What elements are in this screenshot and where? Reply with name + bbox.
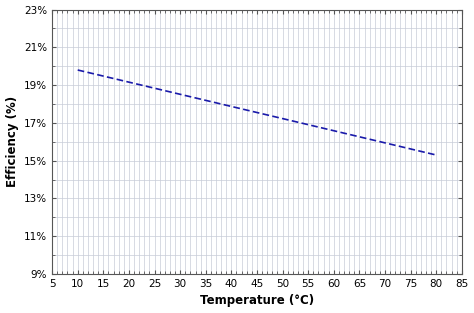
X-axis label: Temperature (°C): Temperature (°C) bbox=[200, 295, 314, 307]
Y-axis label: Efficiency (%): Efficiency (%) bbox=[6, 96, 18, 187]
